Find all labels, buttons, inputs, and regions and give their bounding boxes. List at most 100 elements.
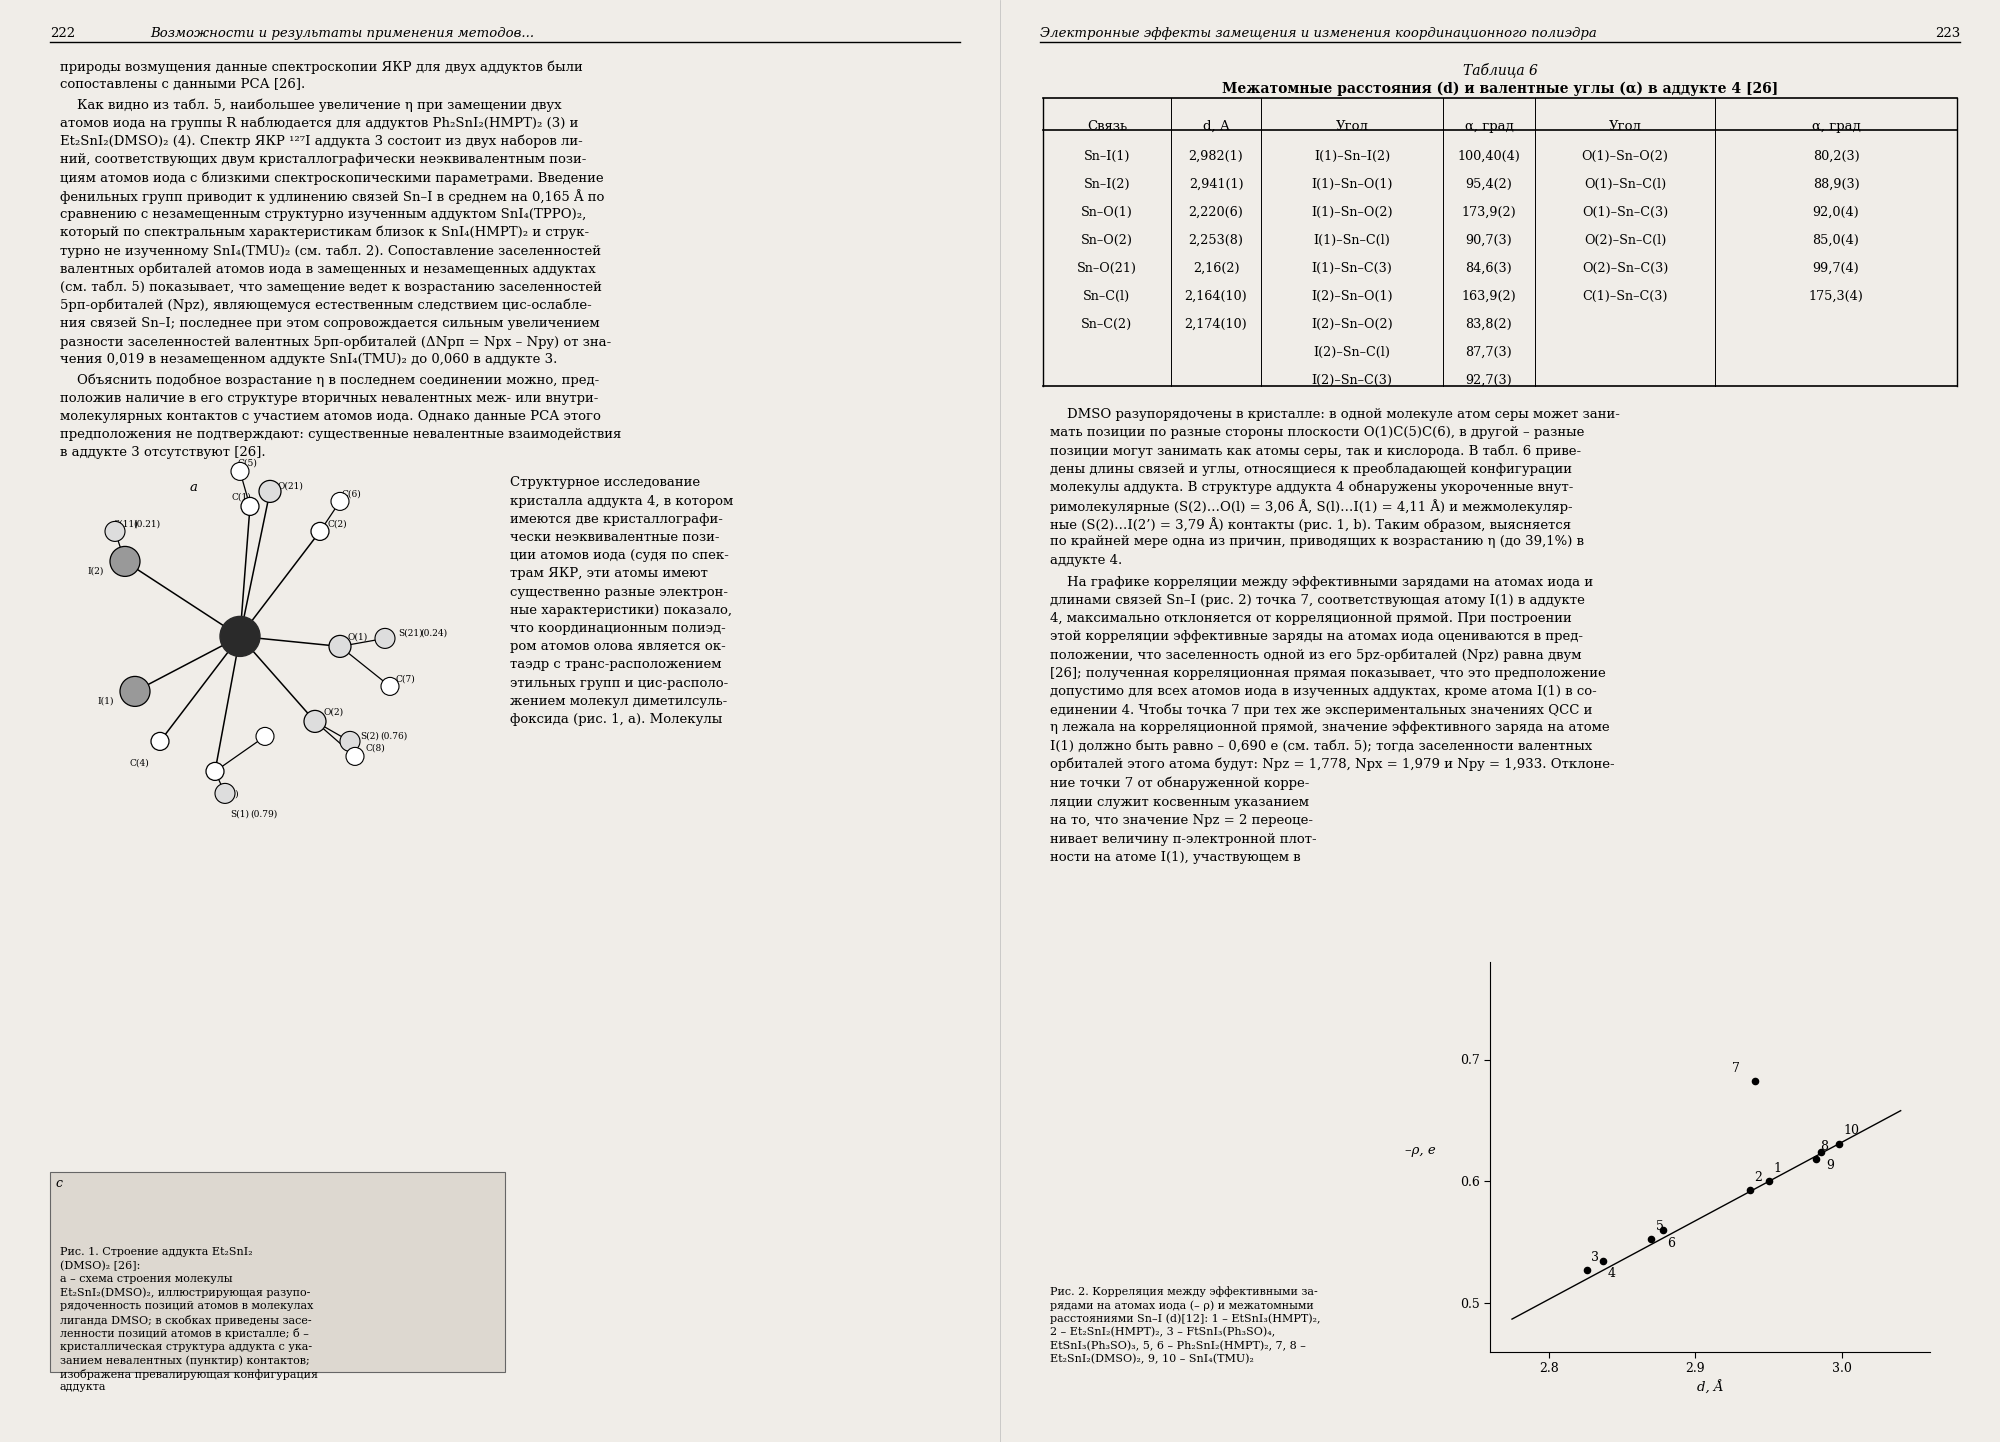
Text: O(1)–Sn–C(l): O(1)–Sn–C(l) (1584, 177, 1666, 190)
Text: C(3): C(3) (220, 789, 240, 799)
Point (1800, 1148, 1832, 1171)
Text: Sn–I(2): Sn–I(2) (1084, 177, 1130, 190)
Text: по крайней мере одна из причин, приводящих к возрастанию η (до 39,1%) в: по крайней мере одна из причин, приводящ… (1050, 535, 1584, 548)
Text: Возможности и результаты применения методов...: Возможности и результаты применения мето… (150, 27, 534, 40)
Text: C(6): C(6) (342, 489, 362, 499)
Text: который по спектральным характеристикам близок к SnI₄(HMPT)₂ и струк-: который по спектральным характеристикам … (60, 226, 590, 239)
Text: этильных групп и цис-располо-: этильных групп и цис-располо- (510, 676, 728, 689)
Text: Et₂SnI₂(DMSO)₂ (4). Спектр ЯКР ¹²⁷I аддукта 3 состоит из двух наборов ли-: Et₂SnI₂(DMSO)₂ (4). Спектр ЯКР ¹²⁷I адду… (60, 134, 582, 149)
Text: 92,0(4): 92,0(4) (1812, 206, 1860, 219)
Text: чески неэквивалентные пози-: чески неэквивалентные пози- (510, 531, 720, 544)
Text: 92,7(3): 92,7(3) (1466, 373, 1512, 386)
Text: Et₂SnI₂(DMSO)₂, иллюстрирующая разупо-: Et₂SnI₂(DMSO)₂, иллюстрирующая разупо- (60, 1288, 310, 1298)
Circle shape (216, 783, 236, 803)
Point (1824, 1132, 1856, 1155)
Text: I(2)–Sn–C(l): I(2)–Sn–C(l) (1314, 346, 1390, 359)
Text: Объяснить подобное возрастание η в последнем соединении можно, пред-: Объяснить подобное возрастание η в после… (60, 373, 600, 386)
Circle shape (110, 547, 140, 577)
Text: изображена превалирующая конфигурация: изображена превалирующая конфигурация (60, 1368, 318, 1380)
Text: η лежала на корреляционной прямой, значение эффективного заряда на атоме: η лежала на корреляционной прямой, значе… (1050, 721, 1610, 734)
Text: a: a (190, 482, 198, 495)
Text: (0.79): (0.79) (250, 809, 278, 819)
Text: O(1)–Sn–O(2): O(1)–Sn–O(2) (1582, 150, 1668, 163)
Text: C(5): C(5) (238, 459, 258, 467)
Text: DMSO разупорядочены в кристалле: в одной молекуле атом серы может зани-: DMSO разупорядочены в кристалле: в одной… (1050, 408, 1620, 421)
Text: 95,4(2): 95,4(2) (1466, 177, 1512, 190)
Text: C(7): C(7) (396, 675, 414, 684)
Text: ние точки 7 от обнаруженной корре-: ние точки 7 от обнаруженной корре- (1050, 776, 1310, 790)
Text: лиганда DMSO; в скобках приведены засе-: лиганда DMSO; в скобках приведены засе- (60, 1315, 312, 1325)
Text: длинами связей Sn–I (рис. 2) точка 7, соответствующая атому I(1) в аддукте: длинами связей Sn–I (рис. 2) точка 7, со… (1050, 594, 1584, 607)
Text: в аддукте 3 отсутствуют [26].: в аддукте 3 отсутствуют [26]. (60, 446, 266, 459)
Text: ности на атоме I(1), участвующем в: ности на атоме I(1), участвующем в (1050, 851, 1300, 864)
Text: 173,9(2): 173,9(2) (1462, 206, 1516, 219)
Text: C(1)–Sn–C(3): C(1)–Sn–C(3) (1582, 290, 1668, 303)
Text: Sn–I(1): Sn–I(1) (1084, 150, 1130, 163)
Text: 2,174(10): 2,174(10) (1184, 319, 1248, 332)
Text: O(2)–Sn–C(l): O(2)–Sn–C(l) (1584, 234, 1666, 247)
Text: трам ЯКР, эти атомы имеют: трам ЯКР, эти атомы имеют (510, 567, 708, 580)
Circle shape (120, 676, 150, 707)
Text: 4, максимально отклоняется от корреляционной прямой. При построении: 4, максимально отклоняется от корреляцио… (1050, 613, 1572, 626)
Text: (0.76): (0.76) (380, 731, 408, 740)
Text: природы возмущения данные спектроскопии ЯКР для двух аддуктов были: природы возмущения данные спектроскопии … (60, 61, 582, 74)
Text: Sn–C(2): Sn–C(2) (1082, 319, 1132, 332)
Text: сравнению с незамещенным структурно изученным аддуктом SnI₄(ТРРO)₂,: сравнению с незамещенным структурно изуч… (60, 208, 586, 221)
Circle shape (220, 616, 260, 656)
Circle shape (380, 678, 400, 695)
Y-axis label: –ρ, e: –ρ, e (1406, 1144, 1436, 1156)
Text: S(2): S(2) (360, 731, 378, 740)
Text: турно не изученному SnI₄(TMU)₂ (см. табл. 2). Сопоставление заселенностей: турно не изученному SnI₄(TMU)₂ (см. табл… (60, 244, 600, 258)
Text: орбиталей этого атома будут: Npz = 1,778, Npx = 1,979 и Npy = 1,933. Отклоне-: орбиталей этого атома будут: Npz = 1,778… (1050, 758, 1614, 771)
Text: 3: 3 (1592, 1252, 1600, 1265)
Text: I(1) должно быть равно – 0,690 е (см. табл. 5); тогда заселенности валентных: I(1) должно быть равно – 0,690 е (см. та… (1050, 740, 1592, 753)
Text: 100,40(4): 100,40(4) (1458, 150, 1520, 163)
Text: 2 – Et₂SnI₂(HMPT)₂, 3 – FtSnI₃(Ph₃SO)₄,: 2 – Et₂SnI₂(HMPT)₂, 3 – FtSnI₃(Ph₃SO)₄, (1050, 1327, 1276, 1337)
Circle shape (206, 763, 224, 780)
Text: положив наличие в его структуре вторичных невалентных меж- или внутри-: положив наличие в его структуре вторичны… (60, 392, 598, 405)
Text: ний, соответствующих двум кристаллографически неэквивалентным пози-: ний, соответствующих двум кристаллографи… (60, 153, 586, 166)
Text: 9: 9 (1826, 1158, 1834, 1171)
Text: Sn–O(21): Sn–O(21) (1076, 262, 1136, 275)
Text: Таблица 6: Таблица 6 (1462, 62, 1538, 76)
Text: нивает величину π-электронной плот-: нивает величину π-электронной плот- (1050, 832, 1316, 845)
Circle shape (332, 492, 350, 510)
Text: ленности позиций атомов в кристалле; б –: ленности позиций атомов в кристалле; б – (60, 1328, 308, 1340)
Text: 10: 10 (1844, 1125, 1860, 1138)
Text: 2,164(10): 2,164(10) (1184, 290, 1248, 303)
Text: Связь: Связь (1086, 120, 1128, 133)
Text: 2: 2 (1754, 1171, 1762, 1184)
Text: O(21): O(21) (278, 482, 304, 490)
Text: таэдр с транс-расположением: таэдр с транс-расположением (510, 659, 722, 672)
Text: атомов иода на группы R наблюдается для аддуктов Ph₂SnI₂(HMPT)₂ (3) и: атомов иода на группы R наблюдается для … (60, 117, 578, 130)
Text: 8: 8 (1820, 1141, 1828, 1154)
Text: 83,8(2): 83,8(2) (1466, 319, 1512, 332)
Text: 84,6(3): 84,6(3) (1466, 262, 1512, 275)
Text: 6: 6 (1668, 1237, 1676, 1250)
Text: I(1)–Sn–C(l): I(1)–Sn–C(l) (1314, 234, 1390, 247)
Text: α, град: α, град (1812, 120, 1860, 133)
Text: I(1)–Sn–I(2): I(1)–Sn–I(2) (1314, 150, 1390, 163)
Text: O(1): O(1) (348, 633, 368, 642)
Text: имеются две кристаллографи-: имеются две кристаллографи- (510, 513, 722, 526)
Text: предположения не подтверждают: существенные невалентные взаимодействия: предположения не подтверждают: существен… (60, 428, 622, 441)
Point (1740, 1070, 1772, 1093)
Text: I(2)–Sn–O(1): I(2)–Sn–O(1) (1312, 290, 1392, 303)
Text: O(2): O(2) (324, 708, 344, 717)
Text: 2,16(2): 2,16(2) (1192, 262, 1240, 275)
Text: рядоченность позиций атомов в молекулах: рядоченность позиций атомов в молекулах (60, 1301, 314, 1311)
Text: ные характеристики) показало,: ные характеристики) показало, (510, 604, 732, 617)
Circle shape (376, 629, 396, 649)
Text: Sn–C(l): Sn–C(l) (1084, 290, 1130, 303)
Circle shape (104, 522, 124, 541)
Text: S(11): S(11) (112, 519, 138, 528)
Text: фенильных групп приводит к удлинению связей Sn–I в среднем на 0,165 Å по: фенильных групп приводит к удлинению свя… (60, 189, 604, 205)
Text: 88,9(3): 88,9(3) (1812, 177, 1860, 190)
Circle shape (152, 733, 168, 750)
Text: занием невалентных (пунктир) контактов;: занием невалентных (пунктир) контактов; (60, 1355, 310, 1366)
Circle shape (340, 731, 360, 751)
Text: молекулярных контактов с участием атомов иода. Однако данные РСА этого: молекулярных контактов с участием атомов… (60, 410, 600, 423)
Text: (0.24): (0.24) (420, 629, 448, 637)
Circle shape (260, 480, 280, 502)
Text: мать позиции по разные стороны плоскости O(1)C(5)C(6), в другой – разные: мать позиции по разные стороны плоскости… (1050, 427, 1584, 440)
